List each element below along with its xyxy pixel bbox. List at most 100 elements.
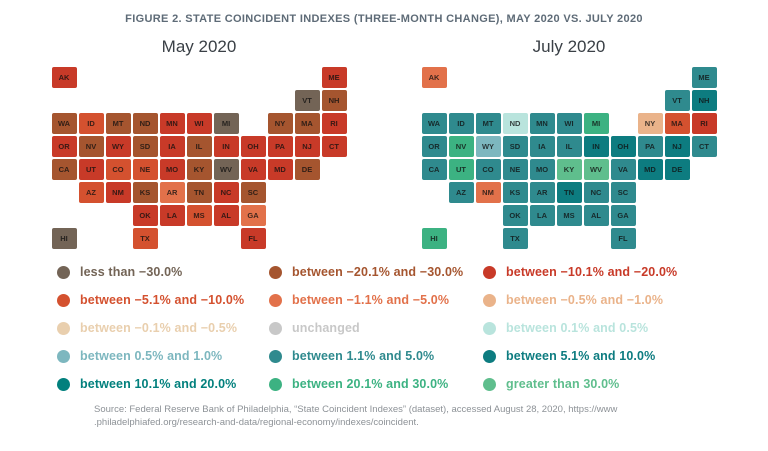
legend-label: between 20.1% and 30.0% bbox=[292, 377, 449, 391]
state-tile-label: RI bbox=[700, 119, 708, 128]
state-tile-ne: NE bbox=[132, 159, 158, 180]
state-tile-label: KS bbox=[509, 188, 521, 197]
state-tile-wa: WA bbox=[51, 113, 77, 134]
state-tile-label: NJ bbox=[672, 142, 682, 151]
state-tile-label: WI bbox=[194, 119, 204, 128]
state-tile-ut: UT bbox=[448, 159, 474, 180]
state-tile-oh: OH bbox=[610, 136, 636, 157]
state-tile-nj: NJ bbox=[664, 136, 690, 157]
state-tile-label: CA bbox=[428, 165, 440, 174]
legend-item-gt_p30: greater than 30.0% bbox=[483, 377, 711, 391]
legend-label: between 1.1% and 5.0% bbox=[292, 349, 435, 363]
state-tile-nm: NM bbox=[105, 182, 131, 203]
state-tile-sd: SD bbox=[132, 136, 158, 157]
state-tile-nv: NV bbox=[78, 136, 104, 157]
state-tile-ak: AK bbox=[51, 67, 77, 88]
legend-label: greater than 30.0% bbox=[506, 377, 620, 391]
legend-item-p10_p20: between 10.1% and 20.0% bbox=[57, 377, 269, 391]
state-tile-label: MI bbox=[591, 119, 601, 128]
state-tile-vt: VT bbox=[294, 90, 320, 111]
state-tile-label: KY bbox=[193, 165, 205, 174]
state-tile-wy: WY bbox=[475, 136, 501, 157]
state-tile-label: PA bbox=[275, 142, 285, 151]
state-tile-ar: AR bbox=[529, 182, 555, 203]
map-title-may: May 2020 bbox=[161, 37, 237, 56]
state-tile-ok: OK bbox=[132, 205, 158, 226]
legend-dot-icon bbox=[483, 265, 496, 279]
state-tile-sc: SC bbox=[610, 182, 636, 203]
legend-dot-icon bbox=[269, 265, 282, 279]
legend-item-p01_p05: between 0.1% and 0.5% bbox=[483, 321, 711, 335]
map-panel-may: May 2020 AK AL AR AZ CA CO CT DE FL GA HI IA ID IL IN K… bbox=[34, 29, 364, 249]
state-tile-co: CO bbox=[105, 159, 131, 180]
state-tile-label: OK bbox=[509, 211, 521, 220]
state-tile-label: AR bbox=[536, 188, 548, 197]
state-tile-de: DE bbox=[294, 159, 320, 180]
state-tile-label: DE bbox=[671, 165, 683, 174]
state-tile-de: DE bbox=[664, 159, 690, 180]
state-tile-mn: MN bbox=[159, 113, 185, 134]
state-tile-label: UT bbox=[86, 165, 96, 174]
legend-item-p1_p5: between 1.1% and 5.0% bbox=[269, 349, 483, 363]
state-tile-ky: KY bbox=[556, 159, 582, 180]
us-map-july: AK AL AR AZ CA CO CT DE FL GA HI IA ID IL IN KS KY LA MA MD… bbox=[421, 67, 717, 249]
legend-dot-icon bbox=[57, 265, 70, 279]
state-tile-label: ND bbox=[139, 119, 151, 128]
state-tile-label: SC bbox=[617, 188, 629, 197]
legend-item-p5_p10: between 5.1% and 10.0% bbox=[483, 349, 711, 363]
state-tile-wi: WI bbox=[186, 113, 212, 134]
state-tile-label: SD bbox=[509, 142, 521, 151]
state-tile-ak: AK bbox=[421, 67, 447, 88]
state-tile-label: MI bbox=[221, 119, 231, 128]
state-tile-wa: WA bbox=[421, 113, 447, 134]
state-tile-nj: NJ bbox=[294, 136, 320, 157]
state-tile-label: NH bbox=[698, 96, 710, 105]
state-tile-label: NJ bbox=[302, 142, 312, 151]
state-tile-label: MD bbox=[644, 165, 656, 174]
state-tile-label: GA bbox=[247, 211, 259, 220]
state-tile-nh: NH bbox=[691, 90, 717, 111]
state-tile-sd: SD bbox=[502, 136, 528, 157]
legend-dot-icon bbox=[483, 293, 496, 307]
state-tile-label: IN bbox=[592, 142, 600, 151]
source-line-1: Source: Federal Reserve Bank of Philadel… bbox=[94, 404, 618, 415]
legend-dot-icon bbox=[483, 349, 496, 363]
state-tile-label: MO bbox=[165, 165, 179, 174]
state-tile-label: NM bbox=[482, 188, 494, 197]
legend-label: between −1.1% and −5.0% bbox=[292, 293, 450, 307]
state-tile-id: ID bbox=[78, 113, 104, 134]
legend-dot-icon bbox=[57, 293, 70, 307]
map-panel-july: July 2020 AK AL AR AZ CA CO CT DE FL GA HI IA ID IL IN… bbox=[404, 29, 734, 249]
state-tile-ms: MS bbox=[186, 205, 212, 226]
state-tile-label: MA bbox=[301, 119, 313, 128]
legend-label: between 0.1% and 0.5% bbox=[506, 321, 649, 335]
state-tile-ks: KS bbox=[502, 182, 528, 203]
legend-label: less than −30.0% bbox=[80, 265, 183, 279]
state-tile-label: ME bbox=[328, 73, 340, 82]
state-tile-az: AZ bbox=[448, 182, 474, 203]
state-tile-label: OH bbox=[247, 142, 259, 151]
legend-dot-icon bbox=[57, 377, 70, 391]
state-tile-label: NV bbox=[455, 142, 467, 151]
state-tile-me: ME bbox=[691, 67, 717, 88]
state-tile-pa: PA bbox=[637, 136, 663, 157]
legend-label: unchanged bbox=[292, 321, 360, 335]
legend-label: between 5.1% and 10.0% bbox=[506, 349, 656, 363]
state-tile-hi: HI bbox=[51, 228, 77, 249]
legend-dot-icon bbox=[57, 321, 70, 335]
legend: less than −30.0% between −20.1% and −30.0… bbox=[57, 265, 711, 391]
state-tile-vt: VT bbox=[664, 90, 690, 111]
state-tile-ms: MS bbox=[556, 205, 582, 226]
state-tile-label: AL bbox=[591, 211, 601, 220]
state-tile-label: MN bbox=[536, 119, 548, 128]
state-tile-label: ID bbox=[457, 119, 465, 128]
state-tile-label: MS bbox=[193, 211, 205, 220]
state-tile-me: ME bbox=[321, 67, 347, 88]
state-tile-label: CA bbox=[58, 165, 70, 174]
state-tile-label: FL bbox=[618, 234, 628, 243]
state-tile-label: AL bbox=[221, 211, 231, 220]
state-tile-label: IL bbox=[195, 142, 203, 151]
state-tile-wy: WY bbox=[105, 136, 131, 157]
state-tile-md: MD bbox=[267, 159, 293, 180]
state-tile-mn: MN bbox=[529, 113, 555, 134]
